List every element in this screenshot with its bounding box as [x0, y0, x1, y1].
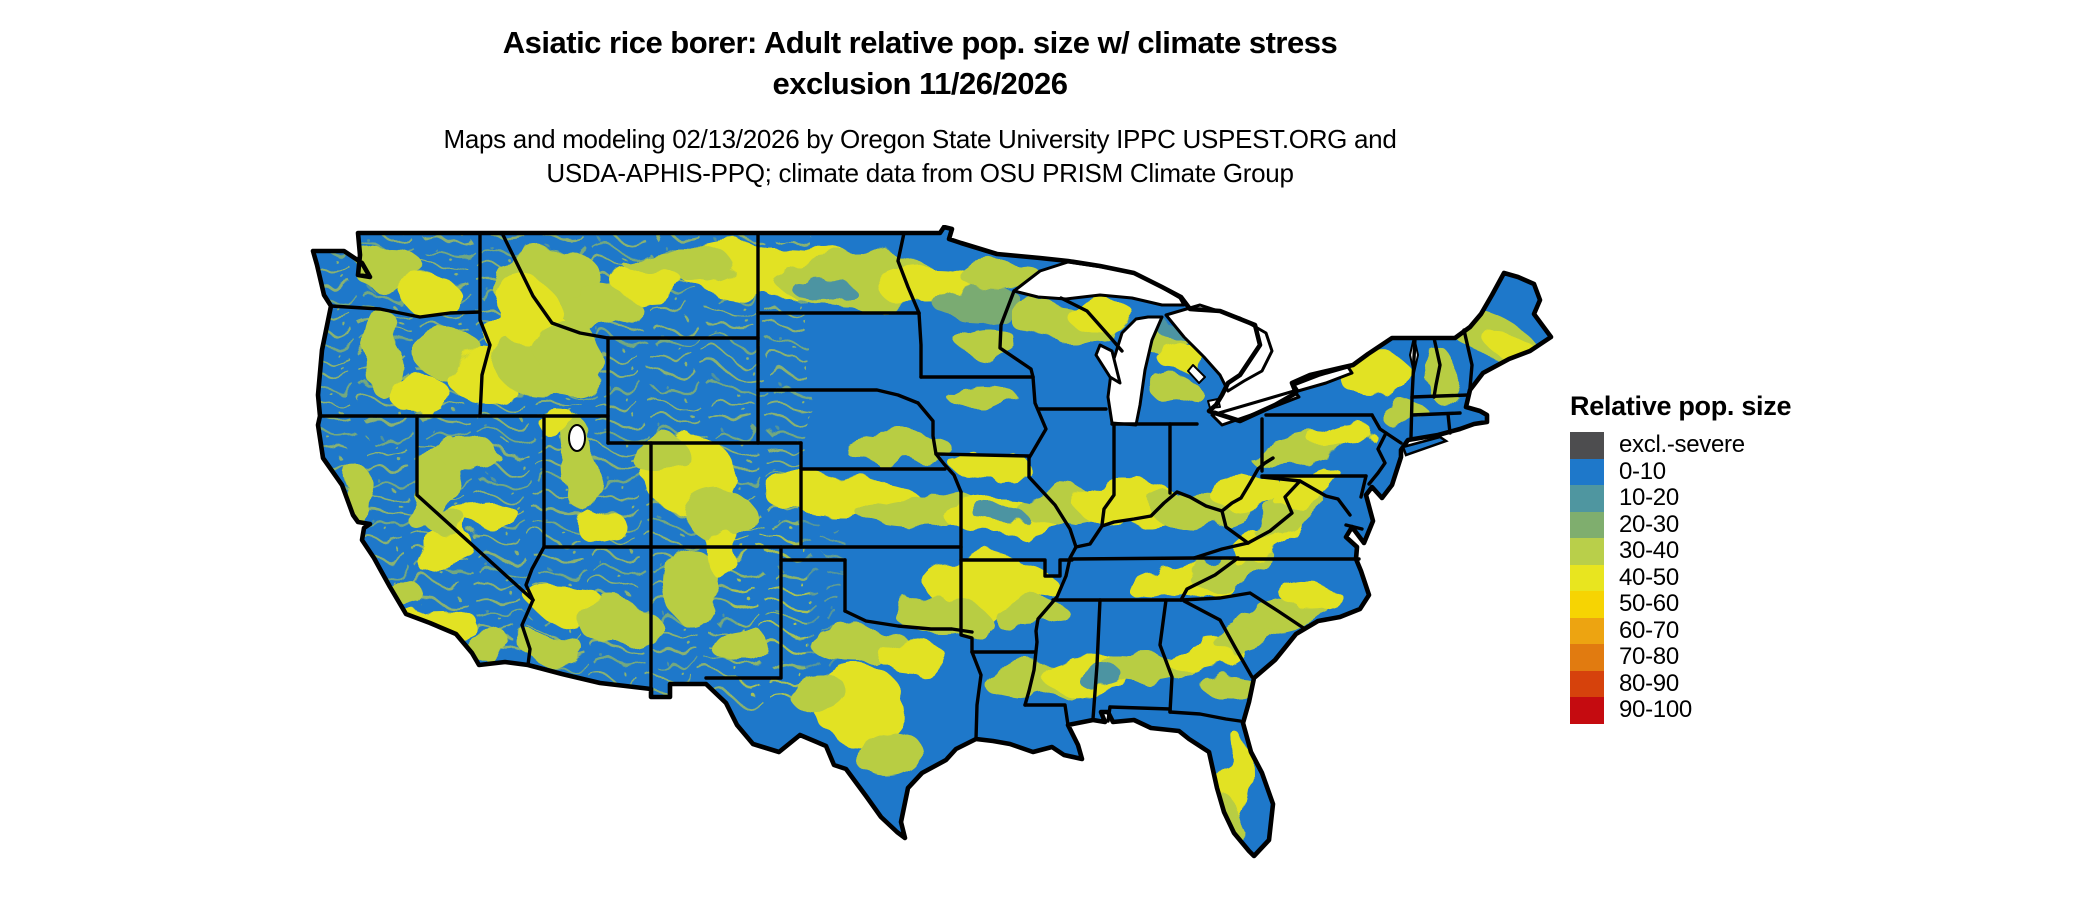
legend-row: 20-30: [1570, 510, 1870, 538]
long-island: [1401, 435, 1449, 457]
legend-swatch-40-50: [1570, 564, 1604, 591]
legend-label: 60-70: [1619, 616, 1679, 644]
map-title-line-2: exclusion 11/26/2026: [772, 66, 1068, 101]
legend-swatch-excl-severe: [1570, 432, 1604, 459]
legend-swatch-0-10: [1570, 458, 1604, 485]
legend-label: 0-10: [1619, 457, 1666, 485]
legend-swatch-20-30: [1570, 511, 1604, 538]
country-outline: [313, 227, 1551, 856]
us-map-svg: [300, 225, 1570, 892]
green-bay: [1094, 343, 1122, 385]
map-subtitle-line-1: Maps and modeling 02/13/2026 by Oregon S…: [443, 124, 1397, 154]
legend-label: 50-60: [1619, 590, 1679, 618]
legend-label: 40-50: [1619, 563, 1679, 591]
map-legend: Relative pop. size excl.-severe 0-10 10-…: [1570, 391, 1870, 724]
legend-row: 40-50: [1570, 563, 1870, 591]
legend-row: 90-100: [1570, 696, 1870, 724]
great-salt-lake: [568, 424, 586, 452]
legend-label: 80-90: [1619, 669, 1679, 697]
legend-swatch-10-20: [1570, 485, 1604, 512]
legend-swatch-70-80: [1570, 644, 1604, 671]
legend-swatch-60-70: [1570, 617, 1604, 644]
legend-row: 30-40: [1570, 537, 1870, 565]
map-subtitle: Maps and modeling 02/13/2026 by Oregon S…: [0, 122, 1840, 190]
legend-row: excl.-severe: [1570, 431, 1870, 459]
raster-high-value-areas: [313, 231, 1547, 853]
legend-swatch-30-40: [1570, 538, 1604, 565]
legend-label: 10-20: [1619, 484, 1679, 512]
legend-title: Relative pop. size: [1570, 391, 1792, 421]
legend-row: 0-10: [1570, 457, 1870, 485]
map-subtitle-line-2: USDA-APHIS-PPQ; climate data from OSU PR…: [546, 158, 1294, 188]
legend-label: 30-40: [1619, 537, 1679, 565]
legend-row: 80-90: [1570, 669, 1870, 697]
legend-row: 70-80: [1570, 643, 1870, 671]
lake-erie: [1210, 389, 1301, 427]
legend-label: 70-80: [1619, 643, 1679, 671]
legend-swatch-80-90: [1570, 670, 1604, 697]
map-title: Asiatic rice borer: Adult relative pop. …: [0, 22, 1840, 104]
legend-swatch-90-100: [1570, 697, 1604, 724]
legend-label: excl.-severe: [1619, 431, 1745, 459]
legend-items: excl.-severe 0-10 10-20 20-30 30-40 40-5…: [1570, 431, 1870, 724]
legend-swatch-50-60: [1570, 591, 1604, 618]
saginaw-bay: [1187, 364, 1206, 384]
legend-row: 10-20: [1570, 484, 1870, 512]
us-map: [300, 225, 1570, 892]
legend-row: 50-60: [1570, 590, 1870, 618]
map-title-line-1: Asiatic rice borer: Adult relative pop. …: [502, 25, 1338, 60]
legend-row: 60-70: [1570, 616, 1870, 644]
legend-label: 20-30: [1619, 510, 1679, 538]
legend-label: 90-100: [1619, 696, 1692, 724]
state-borders: [318, 231, 1474, 741]
